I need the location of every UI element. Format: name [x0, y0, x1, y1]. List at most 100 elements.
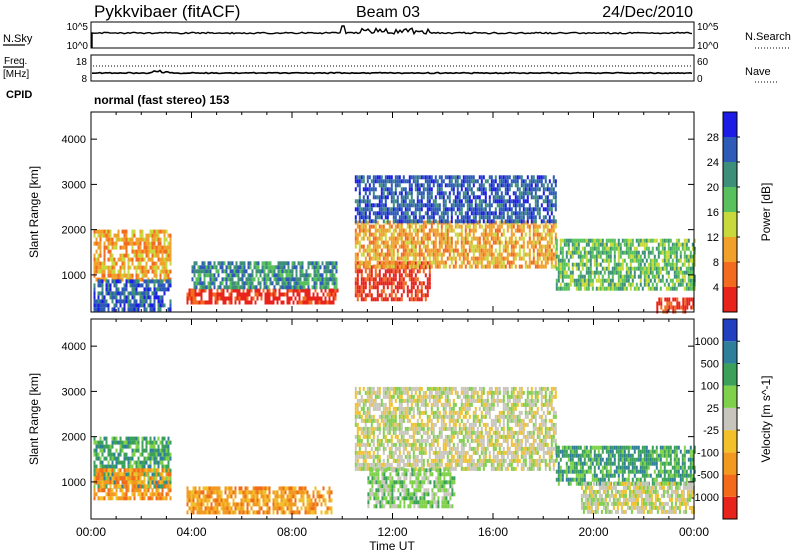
data-cell [217, 261, 220, 266]
data-cell [280, 490, 283, 495]
data-cell [302, 296, 305, 301]
data-cell [653, 254, 656, 259]
data-cell [442, 203, 445, 208]
data-cell [376, 236, 379, 241]
data-cell [565, 262, 568, 267]
data-cell [304, 288, 307, 293]
data-cell [99, 444, 102, 449]
data-cell [400, 240, 403, 245]
data-cell [502, 256, 505, 261]
data-cell [673, 266, 676, 271]
data-cell [552, 264, 555, 269]
data-cell [400, 179, 403, 184]
data-cell [546, 207, 549, 212]
data-cell [675, 242, 678, 247]
data-cell [312, 296, 315, 301]
data-cell [692, 305, 695, 310]
data-cell [299, 281, 302, 286]
data-cell [222, 300, 225, 305]
data-cell [540, 183, 543, 188]
data-cell [561, 238, 564, 243]
data-cell [506, 244, 509, 249]
data-cell [107, 269, 110, 274]
date-title: 24/Dec/2010 [602, 4, 693, 21]
data-cell [394, 264, 397, 269]
data-cell [246, 292, 249, 297]
data-cell [432, 199, 435, 204]
data-cell [220, 296, 223, 301]
data-cell [362, 195, 365, 200]
data-cell [492, 199, 495, 204]
data-cell [681, 262, 684, 267]
data-cell [498, 215, 501, 220]
data-cell [239, 277, 242, 282]
data-cell [510, 236, 513, 241]
data-cell [123, 261, 126, 266]
data-cell [153, 261, 156, 266]
data-cell [426, 215, 429, 220]
data-cell [115, 291, 118, 296]
data-cell [303, 281, 306, 286]
data-cell [360, 418, 363, 423]
data-cell [252, 490, 255, 495]
data-cell [406, 179, 409, 184]
data-cell [95, 241, 98, 246]
data-cell [472, 252, 475, 257]
data-cell [167, 273, 170, 278]
data-cell [532, 175, 535, 180]
data-cell [422, 269, 425, 274]
data-cell [436, 203, 439, 208]
data-cell [325, 273, 328, 278]
data-cell [460, 228, 463, 233]
data-cell [685, 270, 688, 275]
data-cell [382, 232, 385, 237]
data-cell [131, 456, 134, 461]
data-cell [233, 273, 236, 278]
data-cell [358, 175, 361, 180]
data-cell [193, 269, 196, 274]
data-cell [468, 187, 471, 192]
data-cell [428, 183, 431, 188]
data-cell [641, 238, 644, 243]
data-cell [380, 207, 383, 212]
data-cell [322, 292, 325, 297]
data-cell [530, 179, 533, 184]
data-cell [115, 472, 118, 477]
data-cell [256, 292, 259, 297]
data-cell [196, 498, 199, 503]
data-cell [121, 492, 124, 497]
data-cell [159, 440, 162, 445]
data-cell [310, 502, 313, 507]
data-cell [402, 248, 405, 253]
data-cell [442, 236, 445, 241]
data-cell [131, 261, 134, 266]
beam-title: Beam 03 [356, 4, 420, 21]
data-cell [679, 278, 682, 283]
data-cell [472, 195, 475, 200]
data-cell [460, 264, 463, 269]
data-cell [484, 211, 487, 216]
data-cell [392, 203, 395, 208]
data-cell [627, 238, 630, 243]
data-cell [426, 252, 429, 257]
data-cell [522, 191, 525, 196]
data-cell [500, 207, 503, 212]
data-cell [103, 269, 106, 274]
data-cell [190, 288, 193, 293]
data-cell [623, 286, 626, 291]
data-cell [362, 402, 365, 407]
data-cell [585, 258, 588, 263]
data-cell [252, 296, 255, 301]
data-cell [534, 187, 537, 192]
data-cell [285, 285, 288, 290]
data-cell [446, 207, 449, 212]
data-cell [456, 187, 459, 192]
data-cell [324, 510, 327, 515]
data-cell [595, 278, 598, 283]
data-cell [587, 258, 590, 263]
data-cell [454, 232, 457, 237]
data-cell [97, 488, 100, 493]
data-cell [617, 250, 620, 255]
data-cell [458, 183, 461, 188]
data-cell [153, 472, 156, 477]
